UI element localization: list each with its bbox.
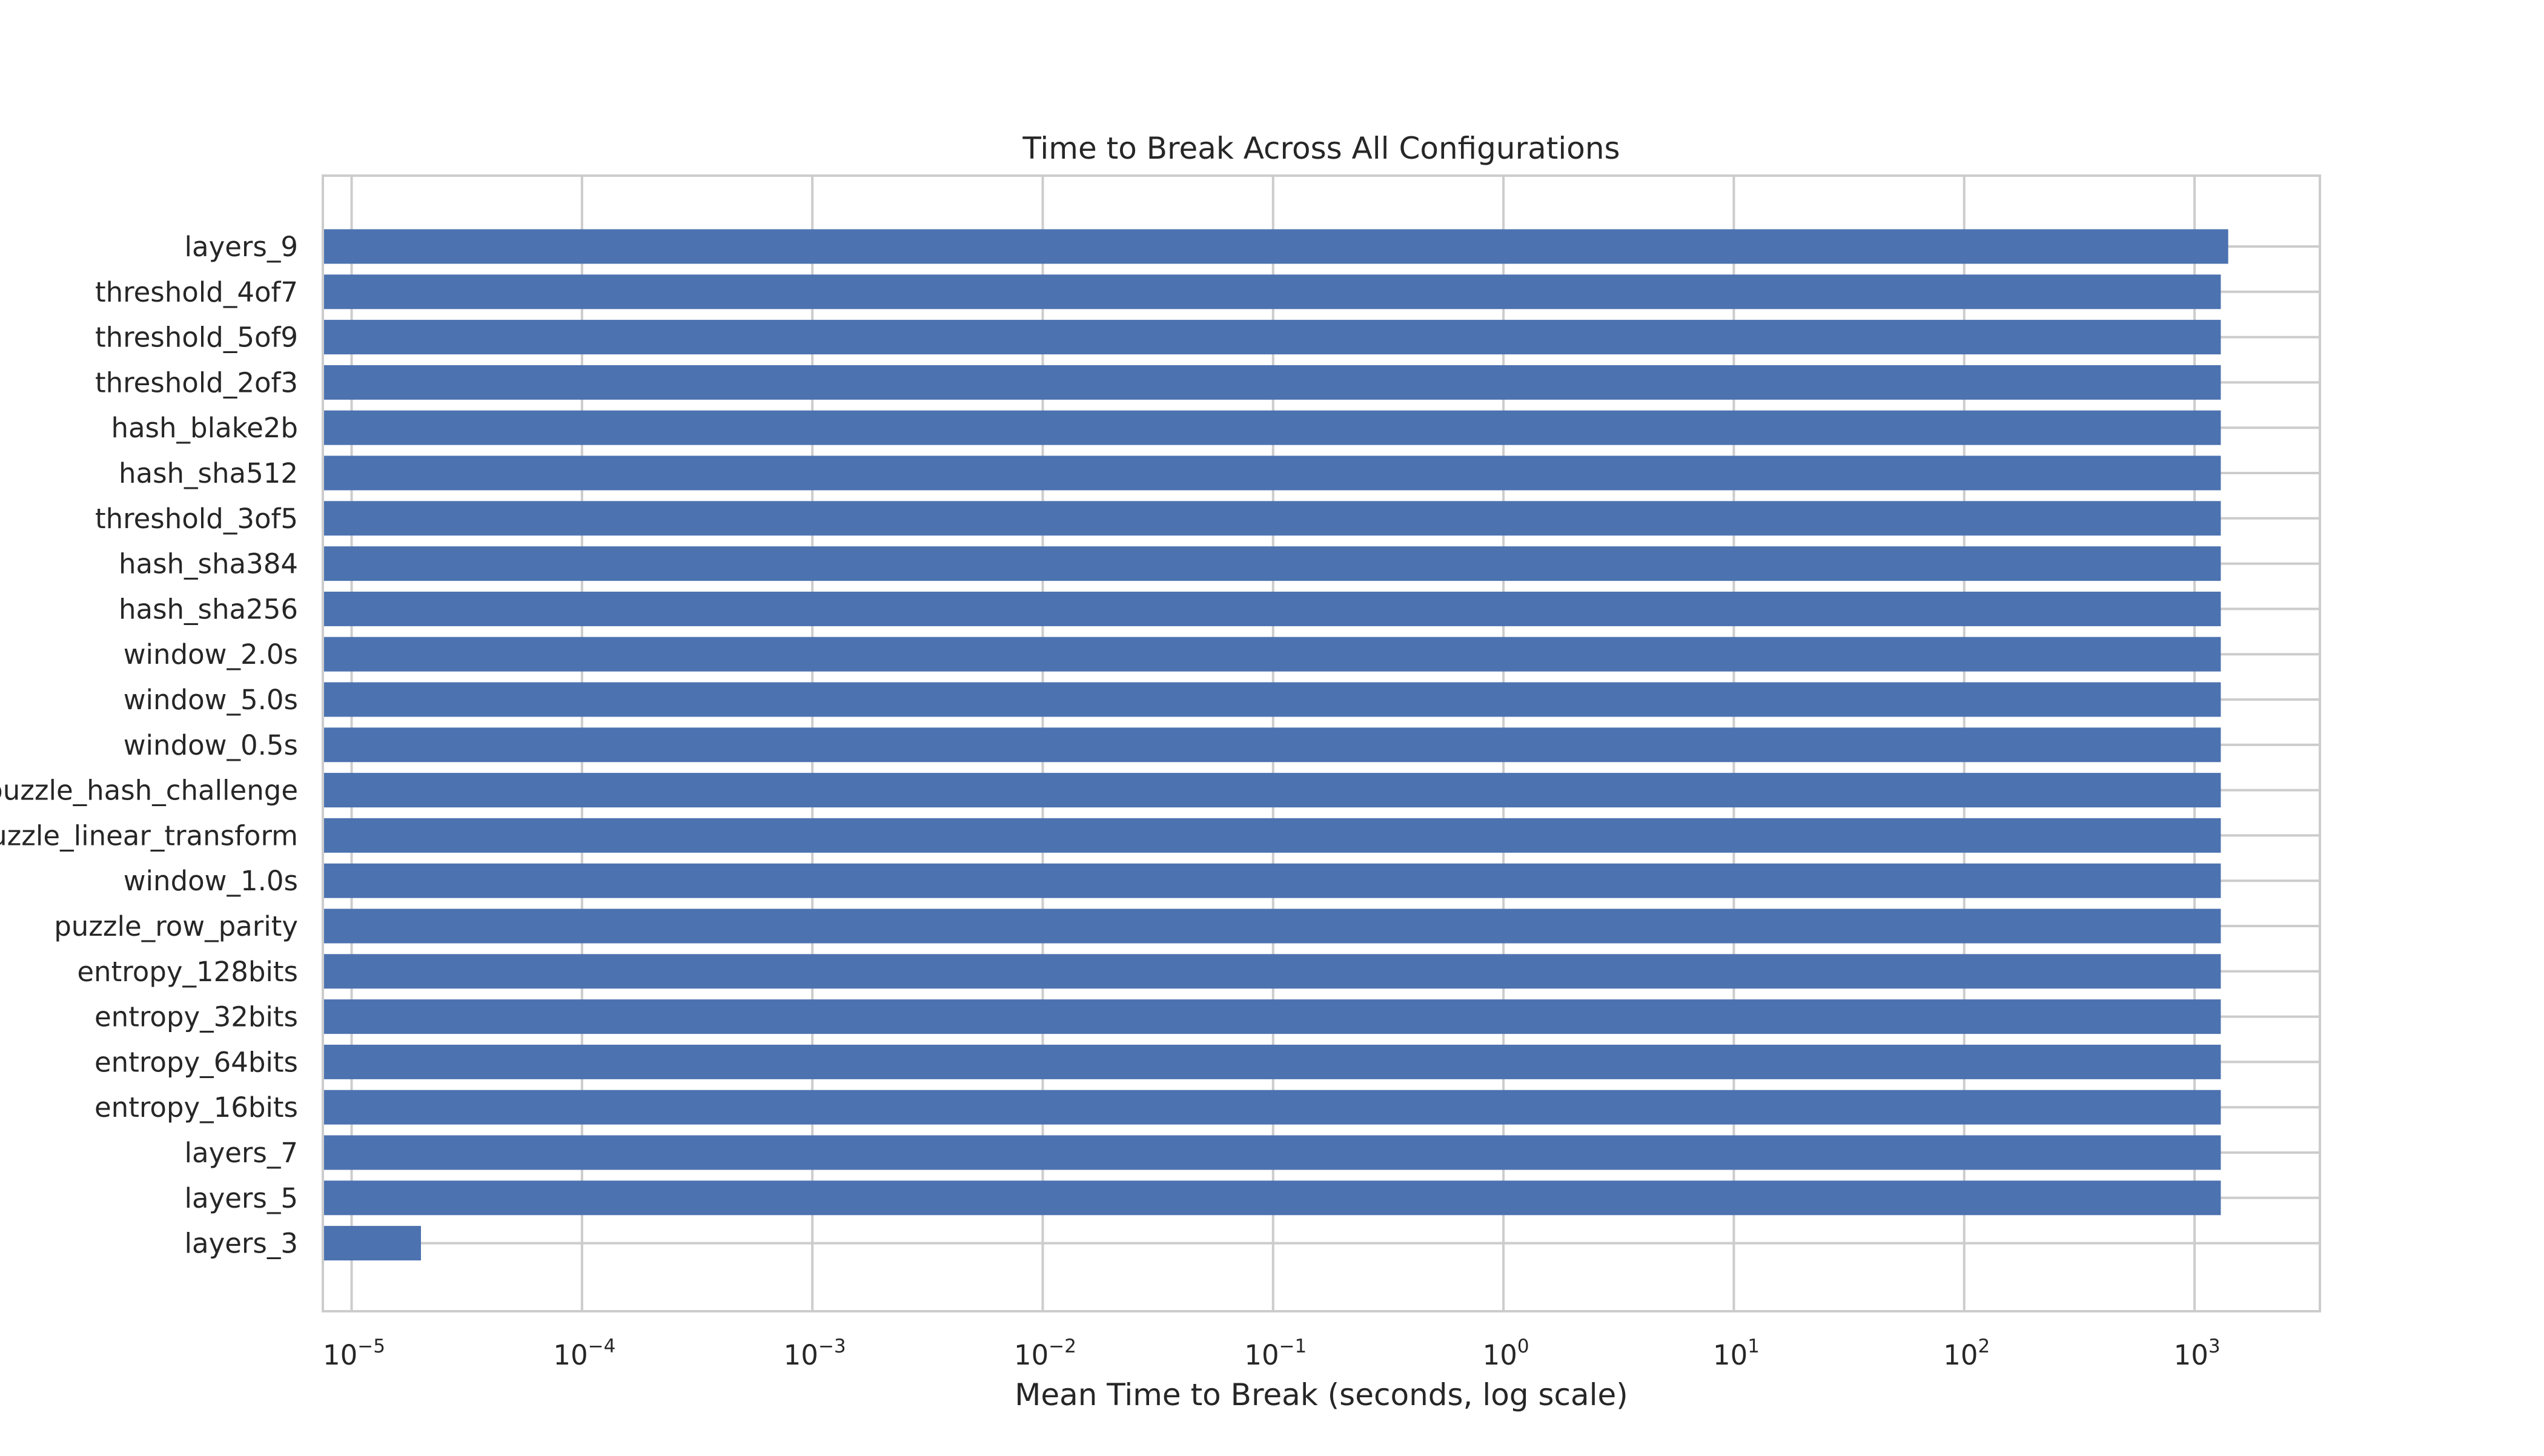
x-tick-label: 100 xyxy=(1483,1335,1529,1371)
bar-window_0.5s xyxy=(323,727,2221,763)
bar-hash_sha512 xyxy=(323,455,2221,491)
bar-puzzle_row_parity xyxy=(323,908,2221,944)
chart-title: Time to Break Across All Configurations xyxy=(1022,131,1620,166)
x-tick-labels: 10−5 10−4 10−3 10−2 10−1 100 101 102 103 xyxy=(323,1335,2221,1371)
plot-frame xyxy=(322,174,2321,1312)
x-tick-label: 10−5 xyxy=(323,1335,385,1371)
x-tick-label: 10−1 xyxy=(1244,1335,1307,1371)
y-tick-label: layers_7 xyxy=(185,1137,298,1169)
y-tick-label: layers_9 xyxy=(185,231,298,263)
bar-layer xyxy=(323,229,2228,1261)
y-tick-label: threshold_5of9 xyxy=(95,322,298,354)
x-tick-label: 10−4 xyxy=(553,1335,615,1371)
y-tick-label: window_0.5s xyxy=(124,729,298,761)
bar-layers_9 xyxy=(323,229,2228,264)
bar-entropy_16bits xyxy=(323,1090,2221,1125)
y-tick-label: entropy_128bits xyxy=(77,956,298,988)
y-tick-labels: layers_9 threshold_4of7 threshold_5of9thre… xyxy=(0,231,298,1260)
y-tick-label: window_5.0s xyxy=(124,684,298,716)
y-tick-label: puzzle_row_parity xyxy=(54,910,298,942)
y-tick-label: threshold_2of3 xyxy=(95,366,298,399)
x-axis-label: Mean Time to Break (seconds, log scale) xyxy=(1015,1377,1628,1412)
bar-window_2.0s xyxy=(323,637,2221,672)
bar-window_1.0s xyxy=(323,863,2221,898)
bar-entropy_128bits xyxy=(323,954,2221,989)
y-tick-label: puzzle_hash_challenge xyxy=(0,775,298,807)
bar-entropy_64bits xyxy=(323,1044,2221,1079)
bar-window_5.0s xyxy=(323,682,2221,717)
bar-threshold_2of3 xyxy=(323,365,2221,400)
y-tick-label: window_1.0s xyxy=(124,865,298,897)
x-tick-label: 103 xyxy=(2174,1335,2221,1371)
y-tick-label: hash_sha256 xyxy=(119,593,298,625)
x-tick-label: 10−2 xyxy=(1014,1335,1076,1371)
y-tick-label: window_2.0s xyxy=(124,638,298,670)
bar-layers_3 xyxy=(323,1226,422,1261)
y-tick-label: entropy_32bits xyxy=(94,1001,298,1033)
y-tick-label: entropy_16bits xyxy=(94,1091,298,1123)
y-tick-label: layers_3 xyxy=(185,1228,298,1260)
bar-threshold_5of9 xyxy=(323,320,2221,355)
y-tick-label: hash_blake2b xyxy=(111,412,298,444)
bar-puzzle_hash_challenge xyxy=(323,773,2221,808)
bar-entropy_32bits xyxy=(323,999,2221,1034)
x-tick-label: 102 xyxy=(1943,1335,1990,1371)
bar-layers_5 xyxy=(323,1180,2221,1216)
x-tick-label: 101 xyxy=(1713,1335,1760,1371)
bar-threshold_4of7 xyxy=(323,274,2221,309)
y-tick-label: layers_5 xyxy=(185,1182,298,1214)
bar-threshold_3of5 xyxy=(323,501,2221,536)
y-tick-label: hash_sha512 xyxy=(119,457,298,489)
y-tick-label: puzzle_linear_transform xyxy=(0,819,298,852)
x-tick-label: 10−3 xyxy=(784,1335,846,1371)
y-tick-label: threshold_4of7 xyxy=(95,276,298,308)
bar-hash_blake2b xyxy=(323,410,2221,445)
bar-layers_7 xyxy=(323,1135,2221,1170)
y-tick-label: hash_sha384 xyxy=(119,548,298,580)
y-tick-label: threshold_3of5 xyxy=(95,503,298,535)
bar-hash_sha384 xyxy=(323,546,2221,581)
y-tick-label: entropy_64bits xyxy=(94,1046,298,1078)
bar-hash_sha256 xyxy=(323,591,2221,626)
bar-puzzle_linear_transform xyxy=(323,818,2221,853)
